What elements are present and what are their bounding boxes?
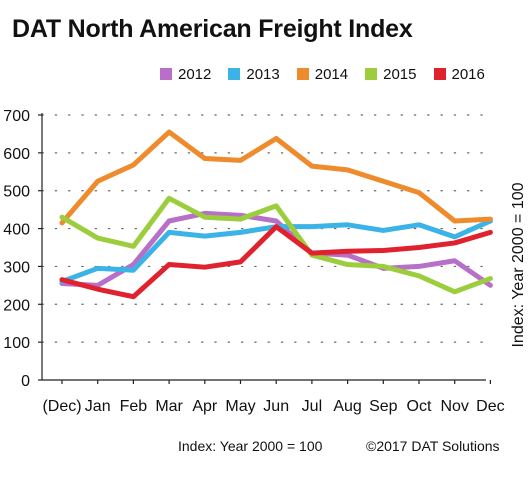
- legend-label: 2012: [178, 65, 212, 83]
- legend-label: 2016: [451, 65, 485, 83]
- legend: 2012 2013 2014 2015 2016: [160, 62, 502, 86]
- legend-label: 2013: [246, 65, 280, 83]
- legend-swatch: [228, 68, 241, 80]
- legend-swatch: [433, 68, 446, 80]
- series-line-2015: [59, 195, 493, 295]
- chart-title: DAT North American Freight Index: [12, 15, 413, 43]
- legend-swatch: [160, 68, 172, 80]
- legend-item-2015: 2015: [365, 65, 417, 83]
- x-tick-label: Nov: [440, 398, 468, 415]
- x-tick-label: Mar: [155, 398, 183, 415]
- legend-swatch: [296, 68, 309, 80]
- legend-label: 2015: [383, 65, 417, 83]
- series-line-2014: [59, 129, 493, 226]
- y-axis-label: Index: Year 2000 = 100: [510, 182, 527, 347]
- series-lines: [59, 129, 493, 300]
- x-tick-label: Sep: [369, 398, 398, 415]
- x-tick-label: Dec: [476, 398, 504, 415]
- y-tick-label: 300: [3, 259, 30, 276]
- x-tick-label: (Dec): [42, 398, 81, 415]
- x-tick-label: Jul: [302, 398, 322, 415]
- legend-label: 2014: [314, 65, 349, 83]
- x-tick-label: Oct: [407, 398, 432, 415]
- y-tick-label: 0: [21, 373, 30, 390]
- footer-index-note: Index: Year 2000 = 100: [178, 438, 323, 454]
- x-tick-label: Jan: [85, 398, 111, 415]
- x-tick-label: May: [225, 398, 255, 415]
- axes: [38, 113, 491, 384]
- legend-item-2013: 2013: [228, 65, 280, 83]
- x-tick-label: Feb: [120, 398, 148, 415]
- y-tick-label: 700: [3, 108, 30, 125]
- series-line-2016: [59, 224, 493, 300]
- y-tick-label: 200: [3, 297, 30, 314]
- y-tick-label: 100: [3, 335, 30, 352]
- legend-item-2016: 2016: [433, 65, 485, 83]
- x-tick-label: Apr: [192, 398, 218, 415]
- legend-swatch: [365, 68, 378, 80]
- x-tick-label: Aug: [333, 398, 361, 415]
- tick-labels: 0 100 200 300 400 500 600 700 (Dec) Jan Feb Mar Apr M…: [3, 108, 504, 415]
- footer-copyright: ©2017 DAT Solutions: [366, 438, 500, 454]
- y-tick-label: 400: [3, 222, 30, 239]
- legend-item-2012: 2012: [160, 66, 211, 83]
- y-tick-label: 500: [3, 184, 30, 201]
- x-tick-label: Jun: [263, 398, 289, 415]
- legend-item-2014: 2014: [296, 65, 349, 83]
- y-tick-label: 600: [3, 146, 30, 163]
- series-line-2012: [59, 210, 493, 288]
